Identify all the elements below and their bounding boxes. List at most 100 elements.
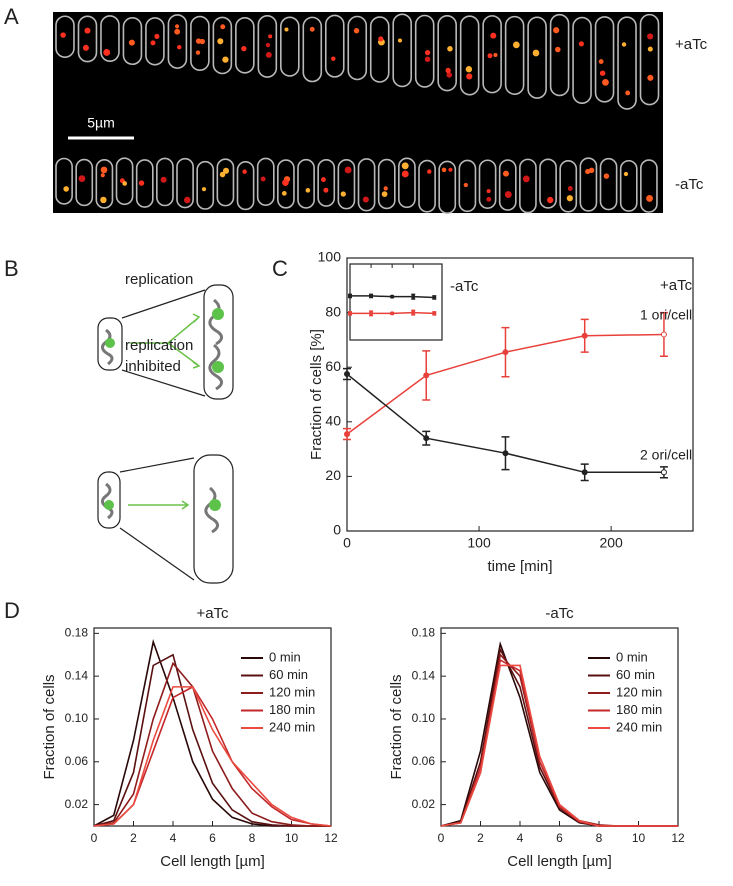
annotation: -aTc (450, 278, 479, 295)
focus (78, 175, 86, 182)
cell (256, 157, 275, 206)
axes-frame (346, 257, 694, 532)
focus (567, 186, 573, 191)
x-tick-label: 100 (467, 535, 491, 551)
data-point (411, 294, 416, 299)
focus (265, 42, 271, 48)
cell (639, 13, 660, 106)
cell (95, 158, 114, 209)
x-tick-label: 8 (249, 831, 256, 845)
data-point (660, 469, 667, 476)
data-point (432, 311, 437, 316)
focus (100, 166, 108, 174)
panel-label: A (4, 4, 19, 29)
legend-label: 180 min (616, 702, 662, 717)
focus (504, 191, 512, 198)
focus (344, 166, 352, 174)
y-tick-label: 0.06 (412, 754, 436, 768)
cell (559, 160, 578, 213)
cell (617, 16, 637, 110)
cell (504, 15, 525, 95)
focus (60, 32, 66, 38)
x-tick-label: 10 (285, 831, 299, 845)
y-axis-label: Fraction of cells (41, 674, 58, 779)
legend-label: 60 min (616, 667, 655, 682)
zoom-line (119, 527, 195, 581)
x-tick-label: 10 (632, 831, 646, 845)
cell (458, 159, 477, 213)
data-point (660, 331, 667, 338)
cell (145, 17, 165, 66)
micrograph (53, 12, 663, 214)
focus (323, 187, 329, 193)
focus (128, 39, 135, 46)
focus (305, 188, 311, 193)
focus (401, 170, 409, 178)
focus (447, 46, 453, 52)
cell (539, 158, 557, 209)
cell (414, 14, 435, 88)
schematic-label: replication (125, 337, 193, 354)
data-point (344, 431, 350, 438)
chromosome (208, 298, 223, 346)
cell (527, 16, 547, 99)
cell (135, 159, 154, 208)
panel-label: C (272, 256, 288, 281)
focus (493, 52, 498, 58)
chromosome (208, 343, 223, 391)
focus (486, 196, 492, 202)
focus (522, 175, 530, 183)
cell (347, 15, 368, 81)
focus (532, 49, 540, 57)
data-point (348, 311, 352, 316)
focus (401, 162, 409, 170)
cell (459, 15, 480, 96)
focus (445, 67, 451, 74)
data-point (502, 349, 509, 356)
origin (104, 500, 114, 510)
cell (572, 16, 592, 104)
cell (167, 14, 188, 69)
focus (588, 167, 595, 174)
focus (553, 27, 560, 34)
cell (257, 15, 278, 78)
focus (217, 38, 224, 45)
zoom-line (119, 457, 195, 473)
data-point (348, 293, 352, 298)
x-axis-label: Cell length [µm] (160, 853, 265, 870)
focus (150, 40, 156, 46)
schematic-label: inhibited (125, 358, 181, 375)
data-point (369, 311, 374, 316)
focus (465, 66, 473, 73)
x-tick-label: 8 (596, 831, 603, 845)
focus (160, 176, 167, 183)
focus (646, 194, 653, 202)
origin (105, 338, 115, 348)
focus (174, 28, 181, 35)
cell (317, 159, 336, 207)
focus (463, 182, 468, 188)
series-line (93, 661, 331, 827)
y-tick-label: 0.14 (65, 668, 89, 682)
chart-title: -aTc (545, 605, 574, 622)
x-tick-label: 2 (130, 831, 137, 845)
focus (598, 59, 604, 64)
cell (122, 17, 143, 66)
legend-label: 60 min (269, 667, 308, 682)
panel-label: B (4, 256, 19, 281)
legend-label: 180 min (269, 702, 315, 717)
cell (579, 157, 598, 212)
condition-label: -aTc (675, 176, 704, 193)
cell (619, 159, 638, 212)
focus (222, 56, 229, 63)
cell (437, 15, 457, 92)
data-point (432, 295, 437, 300)
focus (448, 167, 453, 172)
cell (599, 157, 618, 211)
x-axis-label: time [min] (487, 558, 552, 575)
cell (100, 15, 120, 62)
focus (242, 169, 247, 174)
focus (282, 179, 289, 186)
y-tick-label: 100 (318, 249, 342, 265)
focus (446, 72, 453, 78)
